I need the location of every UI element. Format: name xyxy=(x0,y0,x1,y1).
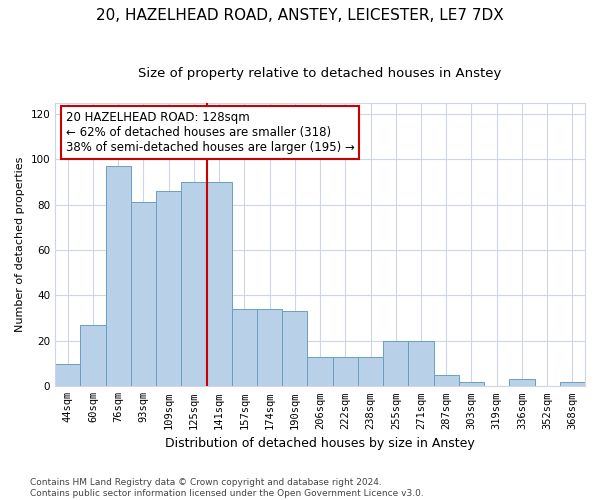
Y-axis label: Number of detached properties: Number of detached properties xyxy=(15,156,25,332)
X-axis label: Distribution of detached houses by size in Anstey: Distribution of detached houses by size … xyxy=(165,437,475,450)
Bar xyxy=(156,191,181,386)
Text: Contains HM Land Registry data © Crown copyright and database right 2024.
Contai: Contains HM Land Registry data © Crown c… xyxy=(30,478,424,498)
Bar xyxy=(459,382,484,386)
Bar xyxy=(282,312,307,386)
Bar xyxy=(358,357,383,386)
Bar xyxy=(383,341,409,386)
Bar xyxy=(307,357,332,386)
Bar xyxy=(106,166,131,386)
Text: 20, HAZELHEAD ROAD, ANSTEY, LEICESTER, LE7 7DX: 20, HAZELHEAD ROAD, ANSTEY, LEICESTER, L… xyxy=(96,8,504,22)
Bar xyxy=(131,202,156,386)
Bar xyxy=(560,382,585,386)
Bar xyxy=(434,375,459,386)
Text: 20 HAZELHEAD ROAD: 128sqm
← 62% of detached houses are smaller (318)
38% of semi: 20 HAZELHEAD ROAD: 128sqm ← 62% of detac… xyxy=(66,111,355,154)
Bar xyxy=(206,182,232,386)
Bar xyxy=(332,357,358,386)
Bar xyxy=(232,309,257,386)
Title: Size of property relative to detached houses in Anstey: Size of property relative to detached ho… xyxy=(139,68,502,80)
Bar xyxy=(80,325,106,386)
Bar xyxy=(257,309,282,386)
Bar xyxy=(409,341,434,386)
Bar xyxy=(509,380,535,386)
Bar xyxy=(181,182,206,386)
Bar xyxy=(55,364,80,386)
